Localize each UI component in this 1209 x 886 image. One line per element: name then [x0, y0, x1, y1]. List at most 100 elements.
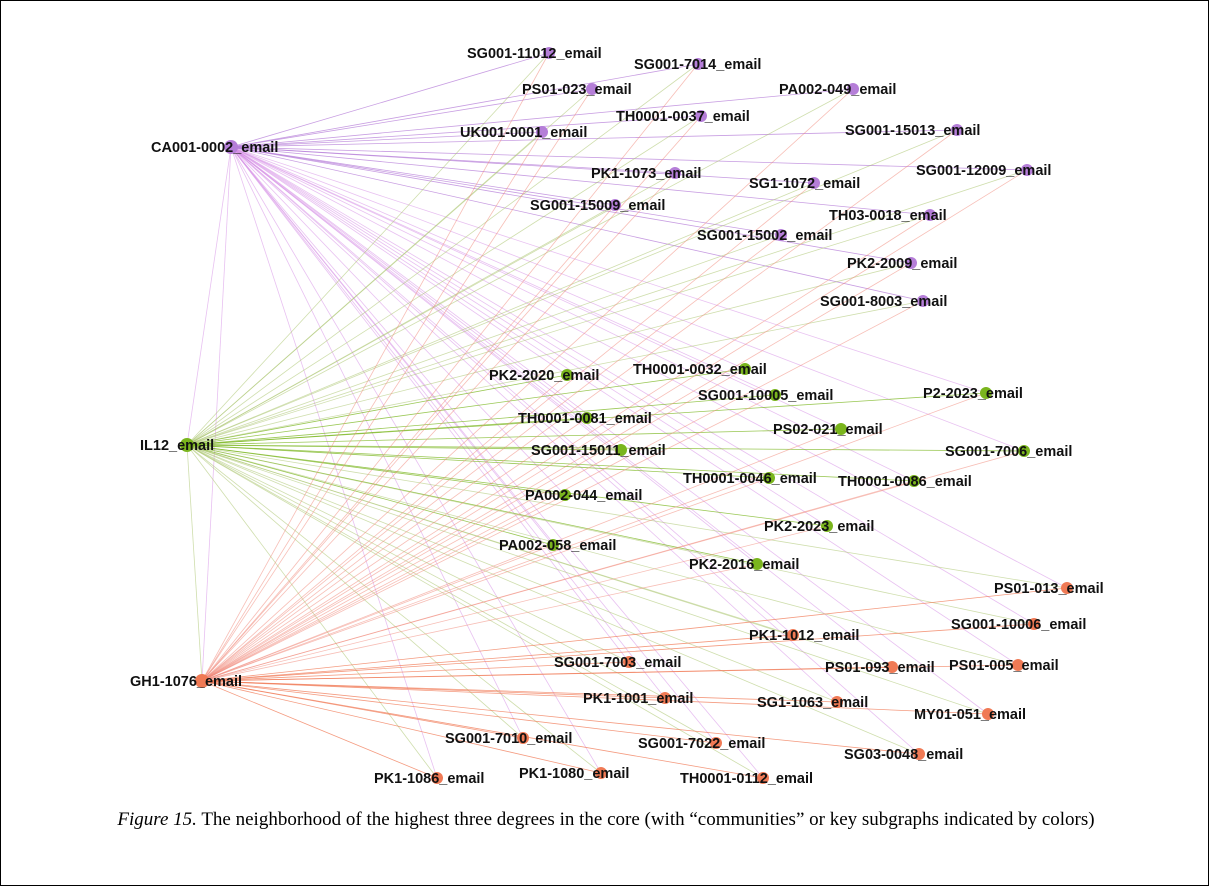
edge-il12-email-sg1-1063-email	[186, 444, 838, 703]
node-dot-il12-email	[180, 438, 194, 452]
node-label-pa002-058-email: PA002-058_email	[499, 538, 616, 554]
node-label-ps02-021-email: PS02-021_email	[773, 422, 883, 438]
edge-il12-email-sg001-10005-email	[186, 394, 776, 446]
edge-gh1-1076-email-sg001-12009-email	[201, 169, 1028, 682]
edge-gh1-1076-email-sg1-1072-email	[201, 182, 815, 682]
node-label-th0001-0086-email: TH0001-0086_email	[838, 474, 972, 490]
node-dot-pk1-1001-email	[659, 692, 671, 704]
node-dot-ps01-013-email	[1061, 582, 1073, 594]
edge-ca001-0002-email-sg001-7022-email	[230, 146, 717, 744]
node-label-sg001-10006-email: SG001-10006_email	[951, 617, 1086, 633]
edge-gh1-1076-email-ps02-021-email	[201, 428, 842, 682]
edge-gh1-1076-email-p2-2023-email	[201, 392, 987, 682]
edge-il12-email-ps02-021-email	[186, 428, 842, 446]
edge-ca001-0002-email-sg001-10006-email	[230, 146, 1035, 625]
edge-ca001-0002-email-sg001-10005-email	[230, 146, 776, 396]
node-dot-th0001-0112-email	[757, 772, 769, 784]
edge-gh1-1076-email-th0001-0086-email	[201, 480, 915, 682]
node-label-pk2-2023-email: PK2-2023_email	[764, 519, 874, 535]
node-label-sg001-7010-email: SG001-7010_email	[445, 731, 572, 747]
edge-ca001-0002-email-sg001-15013-email	[230, 129, 958, 148]
node-label-ps01-093-email: PS01-093_email	[825, 660, 935, 676]
edge-ca001-0002-email-pk2-2020-email	[230, 146, 568, 376]
edge-gh1-1076-email-pk2-2016-email	[201, 563, 758, 682]
node-label-gh1-1076-email: GH1-1076_email	[130, 674, 242, 690]
node-label-pk1-1073-email: PK1-1073_email	[591, 166, 701, 182]
node-label-sg001-15011-email: SG001-15011_email	[531, 443, 666, 459]
edge-ca001-0002-email-pk2-2009-email	[230, 146, 912, 264]
node-dot-pk1-1086-email	[431, 772, 443, 784]
edge-gh1-1076-email-sg001-15011-email	[201, 449, 622, 682]
edge-gh1-1076-email-th0001-0032-email	[201, 368, 746, 682]
edge-ca001-0002-email-sg001-15011-email	[230, 146, 622, 451]
node-label-th0001-0112-email: TH0001-0112_email	[680, 771, 813, 787]
edge-ca001-0002-email-th0001-0037-email	[230, 115, 702, 148]
node-label-sg001-7003-email: SG001-7003_email	[554, 655, 681, 671]
edge-il12-email-ps01-093-email	[186, 444, 893, 668]
edge-gh1-1076-email-ps01-013-email	[201, 587, 1068, 682]
node-layer	[180, 47, 1073, 784]
edge-ca001-0002-email-ps01-005-email	[230, 146, 1019, 666]
node-dot-my01-051-email	[982, 708, 994, 720]
node-dot-sg001-10005-email	[769, 389, 781, 401]
edge-gh1-1076-email-pk1-1012-email	[201, 634, 794, 682]
node-dot-pa002-044-email	[559, 489, 571, 501]
edge-gh1-1076-email-pa002-044-email	[201, 494, 566, 682]
edge-gh1-1076-email-sg001-7022-email	[201, 680, 717, 744]
edge-ca001-0002-email-sg001-11012-email	[230, 52, 550, 148]
edge-gh1-1076-email-sg001-11012-email	[201, 52, 550, 682]
edge-ca001-0002-email-sg001-15002-email	[230, 146, 782, 236]
node-dot-gh1-1076-email	[195, 674, 209, 688]
edge-il12-email-th0001-0086-email	[186, 444, 915, 482]
edge-ca001-0002-email-ps01-023-email	[230, 88, 593, 148]
edge-il12-email-th0001-0081-email	[186, 417, 588, 446]
edge-gh1-1076-email-sg001-15002-email	[201, 234, 782, 682]
node-label-sg1-1072-email: SG1-1072_email	[749, 176, 860, 192]
edge-il12-email-sg001-7022-email	[186, 444, 717, 744]
edge-ca001-0002-email-sg1-1063-email	[230, 146, 838, 703]
figure-label: Figure 15.	[117, 809, 197, 830]
node-label-sg1-1063-email: SG1-1063_email	[757, 695, 868, 711]
node-dot-pk2-2020-email	[561, 369, 573, 381]
edge-il12-email-pa002-058-email	[186, 444, 554, 546]
edge-ca001-0002-email-sg001-7014-email	[230, 63, 699, 148]
edge-ca001-0002-email-il12-email	[186, 146, 232, 446]
node-dot-sg001-7006-email	[1018, 445, 1030, 457]
edge-gh1-1076-email-sg001-15013-email	[201, 129, 958, 682]
node-dot-ps01-005-email	[1012, 659, 1024, 671]
edge-il12-email-sg001-7010-email	[186, 444, 524, 739]
node-label-sg001-8003-email: SG001-8003_email	[820, 294, 947, 310]
node-label-pa002-044-email: PA002-044_email	[525, 488, 642, 504]
edge-il12-email-sg001-15002-email	[186, 234, 782, 446]
edge-gh1-1076-email-pk1-1080-email	[201, 680, 602, 774]
node-dot-sg001-12009-email	[1021, 164, 1033, 176]
node-label-sg001-15002-email: SG001-15002_email	[697, 228, 832, 244]
node-dot-th0001-0037-email	[695, 110, 707, 122]
edge-il12-email-th0001-0037-email	[186, 115, 702, 446]
edge-gh1-1076-email-th0001-0081-email	[201, 417, 588, 682]
edge-gh1-1076-email-pk2-2009-email	[201, 262, 912, 682]
edge-ca001-0002-email-th0001-0081-email	[230, 146, 588, 419]
edge-ca001-0002-email-pk2-2016-email	[230, 146, 758, 565]
node-dot-sg1-1072-email	[808, 177, 820, 189]
node-dot-sg001-10006-email	[1028, 618, 1040, 630]
caption-text: The neighborhood of the highest three de…	[196, 809, 1095, 830]
edge-gh1-1076-email-pa002-049-email	[201, 88, 854, 682]
edge-gh1-1076-email-sg001-7003-email	[201, 661, 630, 682]
edge-il12-email-sg001-15009-email	[186, 204, 616, 446]
node-dot-sg001-15011-email	[615, 444, 627, 456]
edge-il12-email-sg001-15013-email	[186, 129, 958, 446]
node-label-my01-051-email: MY01-051_email	[914, 707, 1026, 723]
edge-gh1-1076-email-sg001-7014-email	[201, 63, 699, 682]
node-dot-sg1-1063-email	[831, 696, 843, 708]
edge-ca001-0002-email-pk1-1080-email	[230, 146, 602, 774]
edge-il12-email-th0001-0112-email	[186, 444, 764, 779]
node-label-pk1-1012-email: PK1-1012_email	[749, 628, 859, 644]
node-dot-ca001-0002-email	[224, 140, 238, 154]
node-label-pk1-1001-email: PK1-1001_email	[583, 691, 693, 707]
edge-ca001-0002-email-ps01-013-email	[230, 146, 1068, 589]
node-dot-th0001-0046-email	[763, 472, 775, 484]
node-dot-pa002-058-email	[547, 539, 559, 551]
node-label-ps01-013-email: PS01-013_email	[994, 581, 1104, 597]
